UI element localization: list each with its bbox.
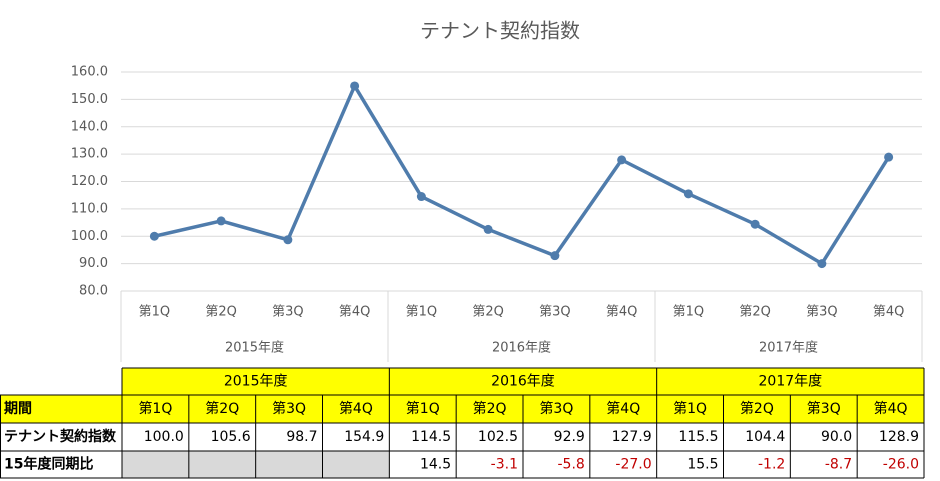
table-yoy: -26.0 (883, 457, 919, 473)
table-value: 128.9 (879, 429, 919, 445)
table-value: 127.9 (612, 429, 652, 445)
empty-cell (188, 451, 256, 478)
table-quarter: 第1Q (673, 400, 707, 417)
marker (817, 259, 827, 269)
marker (550, 251, 560, 261)
y-tick-label: 160.0 (71, 65, 108, 80)
x-tick-label: 第3Q (539, 305, 571, 320)
table-yoy: -1.2 (758, 457, 785, 473)
x-tick-label: 第2Q (472, 305, 504, 320)
row-label: 15年度同期比 (4, 456, 93, 473)
table-value: 98.7 (286, 429, 317, 445)
table-value: 90.0 (821, 429, 852, 445)
y-tick-label: 90.0 (79, 256, 108, 271)
header-fill (0, 395, 122, 423)
line (153, 84, 891, 266)
table-value: 104.4 (745, 429, 785, 445)
x-tick-label: 第1Q (406, 305, 438, 320)
x-tick-label: 第4Q (606, 305, 638, 320)
table-quarter: 第3Q (539, 400, 573, 417)
table-quarter: 第4Q (606, 400, 640, 417)
marker (483, 224, 493, 234)
x-tick-label: 第3Q (806, 305, 838, 320)
y-tick-label: 120.0 (71, 174, 108, 189)
table-group: 2015年度 (224, 374, 288, 390)
group-label: 2016年度 (492, 340, 551, 356)
chart-title: テナント契約指数 (420, 19, 580, 43)
empty-cell (122, 451, 189, 478)
x-tick-label: 第1Q (673, 305, 705, 320)
marker (683, 189, 693, 199)
x-tick-label: 第1Q (139, 305, 171, 320)
table-quarter: 第2Q (473, 400, 507, 417)
y-tick-label: 150.0 (71, 92, 108, 107)
table-quarter: 第1Q (406, 400, 440, 417)
table-quarter: 第4Q (339, 400, 373, 417)
table-value: 102.5 (478, 429, 518, 445)
marker (617, 155, 627, 165)
marker (149, 231, 159, 241)
marker (416, 192, 426, 202)
empty-cell (322, 451, 390, 478)
group-label: 2015年度 (225, 340, 284, 356)
table-quarter: 第3Q (272, 400, 306, 417)
table-yoy: -8.7 (825, 457, 852, 473)
table-quarter: 第1Q (138, 400, 172, 417)
marker (884, 152, 894, 162)
table-group: 2016年度 (491, 374, 555, 390)
empty-cell (255, 451, 323, 478)
table-yoy: -3.1 (491, 457, 518, 473)
x-tick-label: 第2Q (205, 305, 237, 320)
table-value: 92.9 (554, 429, 585, 445)
y-tick-label: 130.0 (71, 147, 108, 162)
table-yoy: 15.5 (687, 457, 718, 473)
table-value: 154.9 (344, 429, 384, 445)
y-tick-label: 110.0 (71, 201, 108, 216)
group-label: 2017年度 (759, 340, 818, 356)
table-yoy: -5.8 (558, 457, 585, 473)
table-value: 100.0 (144, 429, 184, 445)
x-tick-label: 第4Q (873, 305, 905, 320)
table-quarter: 第2Q (205, 400, 239, 417)
marker (350, 81, 360, 91)
y-tick-label: 140.0 (71, 119, 108, 134)
table-quarter: 第4Q (874, 400, 908, 417)
marker (216, 216, 226, 226)
y-tick-label: 80.0 (79, 284, 108, 299)
table-value: 105.6 (211, 429, 251, 445)
table-yoy: -27.0 (615, 457, 651, 473)
table-value: 115.5 (678, 429, 718, 445)
marker (750, 219, 760, 229)
table-quarter: 第3Q (807, 400, 841, 417)
marker (283, 235, 293, 245)
table-quarter: 第2Q (740, 400, 774, 417)
x-tick-label: 第2Q (739, 305, 771, 320)
table-group: 2017年度 (759, 374, 823, 390)
table-yoy: 14.5 (420, 457, 451, 473)
table-value: 114.5 (411, 429, 451, 445)
x-tick-label: 第3Q (272, 305, 304, 320)
row-label: テナント契約指数 (4, 428, 117, 445)
table-header: 期間 (4, 401, 32, 417)
x-tick-label: 第4Q (339, 305, 371, 320)
y-tick-label: 100.0 (71, 229, 108, 244)
